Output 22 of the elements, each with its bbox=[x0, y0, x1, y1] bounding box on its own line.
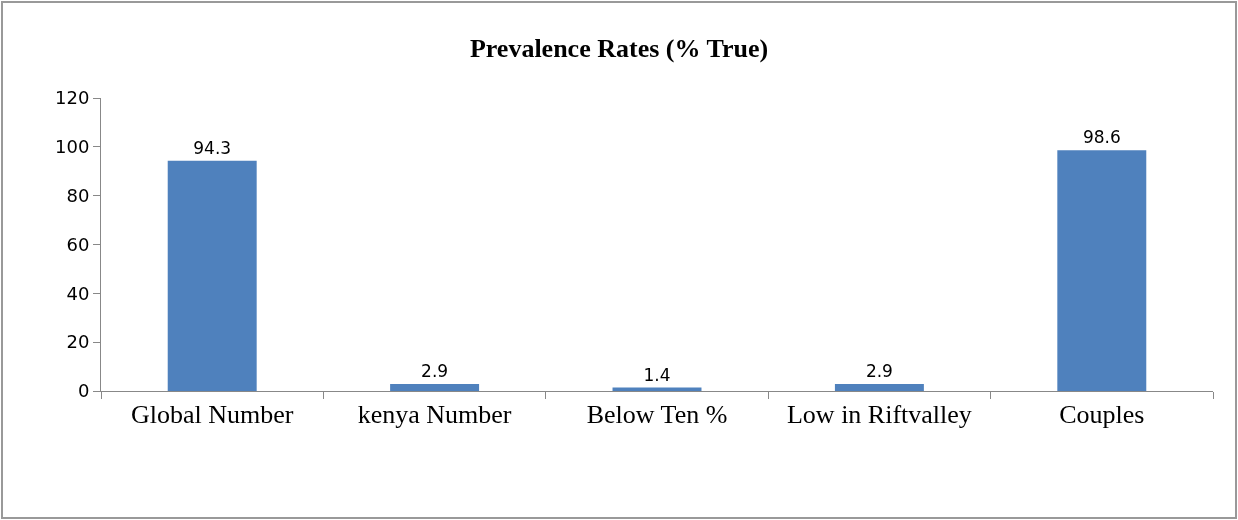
y-tick-label: 20 bbox=[66, 331, 90, 353]
x-tick-label: Below Ten % bbox=[586, 400, 728, 430]
data-label: 2.9 bbox=[865, 360, 893, 381]
y-tick-label: 40 bbox=[66, 282, 90, 304]
x-tick-label: Global Number bbox=[130, 400, 294, 430]
x-tick-label: Low in Riftvalley bbox=[786, 400, 972, 430]
y-tick-label: 120 bbox=[55, 87, 90, 109]
bar bbox=[834, 383, 924, 391]
x-tick-label: kenya Number bbox=[357, 400, 512, 430]
y-tick-label: 60 bbox=[66, 233, 90, 255]
y-tick-label: 100 bbox=[55, 136, 90, 158]
bar bbox=[390, 383, 480, 391]
y-tick-label: 80 bbox=[66, 184, 90, 206]
bar bbox=[167, 160, 257, 391]
data-label: 94.3 bbox=[193, 137, 232, 158]
data-label: 1.4 bbox=[643, 364, 671, 385]
x-tick-label: Couples bbox=[1059, 400, 1145, 430]
chart-title: Prevalence Rates (% True) bbox=[469, 34, 769, 64]
y-tick-label: 0 bbox=[77, 380, 90, 402]
data-label: 2.9 bbox=[421, 360, 449, 381]
bar bbox=[1057, 150, 1147, 391]
data-label: 98.6 bbox=[1082, 127, 1121, 148]
